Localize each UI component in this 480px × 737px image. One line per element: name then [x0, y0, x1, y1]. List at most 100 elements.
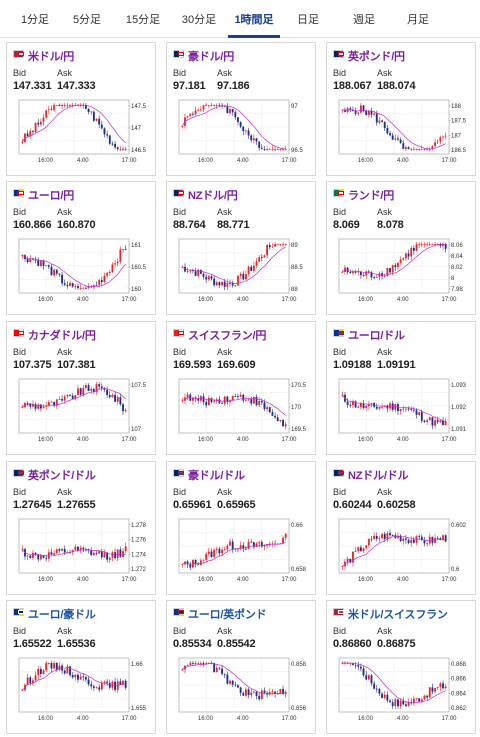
ask-value: 97.186: [217, 80, 250, 92]
price-chart[interactable]: 147.5 147 146.5 16:00 4:00 17:00: [11, 96, 153, 168]
y-tick-label: 8.02: [451, 265, 463, 271]
currency-card[interactable]: ランド/円 Bid Ask 8.069 8.078 8.06 8.04 8.02 8 7…: [326, 181, 476, 315]
price-chart[interactable]: 0.858 0.856 16:00 4:00 17:00: [171, 654, 313, 726]
pair-title[interactable]: ユーロ/円: [13, 187, 153, 202]
pair-name[interactable]: ユーロ/円: [28, 190, 75, 202]
tab-30min[interactable]: 30分足: [181, 14, 217, 26]
pair-name[interactable]: 豪ドル/円: [188, 51, 235, 63]
pair-name[interactable]: ユーロ/ドル: [348, 330, 405, 342]
pair-name[interactable]: ランド/円: [348, 190, 395, 202]
x-tick-label: 16:00: [358, 577, 374, 583]
currency-card[interactable]: NZドル/円 Bid Ask 88.764 88.771 89 88.5 88 16:…: [166, 181, 316, 315]
currency-card[interactable]: ユーロ/ドル Bid Ask 1.09188 1.09191 1.093 1.09…: [326, 321, 476, 455]
currency-card[interactable]: スイスフラン/円 Bid Ask 169.593 169.609 170.5 17…: [166, 321, 316, 455]
candlestick-chart: 89 88.5 88 16:00 4:00 17:00: [178, 238, 303, 303]
x-tick-label: 16:00: [198, 577, 214, 583]
ask-label: Ask: [377, 347, 393, 357]
ask-label: Ask: [217, 207, 233, 217]
pair-name[interactable]: NZドル/円: [188, 190, 238, 202]
price-chart[interactable]: 107.5 107 16:00 4:00 17:00: [11, 375, 153, 447]
currency-card[interactable]: 米ドル/円 Bid Ask 147.331 147.333 147.5 147 14…: [6, 42, 156, 176]
pair-name[interactable]: 英ポンド/円: [348, 51, 405, 63]
currency-card[interactable]: ユーロ/円 Bid Ask 160.866 160.870 161 160.5 16…: [6, 181, 156, 315]
currency-card[interactable]: ユーロ/英ポンド Bid Ask 0.85534 0.85542 0.858 0.…: [166, 600, 316, 734]
pair-title[interactable]: ユーロ/豪ドル: [13, 606, 153, 621]
tab-5min[interactable]: 5分足: [72, 14, 102, 26]
price-chart[interactable]: 89 88.5 88 16:00 4:00 17:00: [171, 235, 313, 307]
y-tick-label: 1.091: [451, 427, 467, 433]
pair-title[interactable]: ランド/円: [333, 187, 473, 202]
pair-title[interactable]: 英ポンド/円: [333, 48, 473, 63]
pair-name[interactable]: 米ドル/スイスフラン: [348, 609, 448, 621]
x-tick-label: 4:00: [237, 437, 249, 443]
x-tick-label: 4:00: [397, 158, 409, 164]
flag-icon: [173, 329, 184, 337]
x-tick-label: 17:00: [121, 437, 137, 443]
currency-card[interactable]: 米ドル/スイスフラン Bid Ask 0.86860 0.86875 0.868…: [326, 600, 476, 734]
pair-name[interactable]: ユーロ/英ポンド: [188, 609, 267, 621]
pair-name[interactable]: NZドル/ドル: [348, 470, 409, 482]
currency-card[interactable]: 英ポンド/円 Bid Ask 188.067 188.074 188 187.5 1…: [326, 42, 476, 176]
pair-title[interactable]: 英ポンド/ドル: [13, 467, 153, 482]
pair-title[interactable]: カナダドル/円: [13, 327, 153, 342]
pair-title[interactable]: 豪ドル/ドル: [173, 467, 313, 482]
price-chart[interactable]: 0.602 0.6 16:00 4:00 17:00: [331, 515, 473, 587]
pair-title[interactable]: NZドル/ドル: [333, 467, 473, 482]
bid-value: 160.866: [13, 219, 52, 231]
currency-card[interactable]: ユーロ/豪ドル Bid Ask 1.65522 1.65536 1.66 1.65…: [6, 600, 156, 734]
ask-label: Ask: [217, 487, 233, 497]
flag-icon: [13, 50, 24, 58]
price-chart[interactable]: 1.66 1.655 16:00 4:00 17:00: [11, 654, 153, 726]
price-chart[interactable]: 0.868 0.866 0.864 0.862 16:00 4:00 17:00: [331, 654, 473, 726]
candlestick-chart: 0.66 0.658 16:00 4:00 17:00: [178, 518, 307, 583]
y-tick-label: 7.98: [451, 287, 463, 293]
price-chart[interactable]: 97 96.5 16:00 4:00 17:00: [171, 96, 313, 168]
pair-name[interactable]: カナダドル/円: [28, 330, 96, 342]
y-tick-label: 160: [131, 287, 142, 293]
pair-name[interactable]: ユーロ/豪ドル: [28, 609, 96, 621]
currency-card[interactable]: 英ポンド/ドル Bid Ask 1.27645 1.27655 1.278 1.2…: [6, 461, 156, 595]
pair-name[interactable]: 豪ドル/ドル: [188, 470, 245, 482]
currency-card[interactable]: NZドル/ドル Bid Ask 0.60244 0.60258 0.602 0.6…: [326, 461, 476, 595]
pair-name[interactable]: 米ドル/円: [28, 51, 75, 63]
y-tick-label: 0.6: [451, 567, 460, 573]
x-tick-label: 16:00: [38, 158, 54, 164]
pair-name[interactable]: 英ポンド/ドル: [28, 470, 96, 482]
tab-1hour[interactable]: 1時間足: [228, 0, 280, 38]
tab-1min[interactable]: 1分足: [20, 14, 50, 26]
price-chart[interactable]: 0.66 0.658 16:00 4:00 17:00: [171, 515, 313, 587]
pair-title[interactable]: 米ドル/スイスフラン: [333, 606, 473, 621]
price-chart[interactable]: 8.06 8.04 8.02 8 7.98 16:00 4:00 17:00: [331, 235, 473, 307]
pair-title[interactable]: ユーロ/ドル: [333, 327, 473, 342]
flag-icon: [333, 189, 344, 197]
tab-monthly[interactable]: 月足: [407, 14, 429, 26]
tab-15min[interactable]: 15分足: [125, 14, 161, 26]
currency-card[interactable]: 豪ドル/円 Bid Ask 97.181 97.186 97 96.5 16:00 4…: [166, 42, 316, 176]
ask-label: Ask: [217, 347, 233, 357]
bid-value: 107.375: [13, 359, 52, 371]
pair-title[interactable]: 米ドル/円: [13, 48, 153, 63]
pair-title[interactable]: 豪ドル/円: [173, 48, 313, 63]
y-tick-label: 147.5: [131, 104, 147, 110]
pair-title[interactable]: ユーロ/英ポンド: [173, 606, 313, 621]
price-chart[interactable]: 161 160.5 160 16:00 4:00 17:00: [11, 235, 153, 307]
x-tick-label: 16:00: [358, 158, 374, 164]
price-chart[interactable]: 1.093 1.092 1.091 16:00 4:00 17:00: [331, 375, 473, 447]
price-chart[interactable]: 170.5 170 169.5 16:00 4:00 17:00: [171, 375, 313, 447]
x-tick-label: 4:00: [237, 716, 249, 722]
pair-title[interactable]: スイスフラン/円: [173, 327, 313, 342]
pair-name[interactable]: スイスフラン/円: [188, 330, 267, 342]
currency-card[interactable]: カナダドル/円 Bid Ask 107.375 107.381 107.5 107…: [6, 321, 156, 455]
price-chart[interactable]: 188 187.5 187 186.5 16:00 4:00 17:00: [331, 96, 473, 168]
pair-title[interactable]: NZドル/円: [173, 187, 313, 202]
ask-value: 88.771: [217, 219, 250, 231]
price-chart[interactable]: 1.278 1.276 1.274 1.272 16:00 4:00 17:00: [11, 515, 153, 587]
x-tick-label: 16:00: [38, 437, 54, 443]
y-tick-label: 0.864: [451, 691, 467, 697]
y-tick-label: 8.06: [451, 243, 463, 249]
bid-label: Bid: [173, 347, 187, 357]
tab-weekly[interactable]: 週足: [353, 14, 375, 26]
bid-label: Bid: [173, 487, 187, 497]
currency-card[interactable]: 豪ドル/ドル Bid Ask 0.65961 0.65965 0.66 0.658…: [166, 461, 316, 595]
tab-daily[interactable]: 日足: [297, 14, 319, 26]
